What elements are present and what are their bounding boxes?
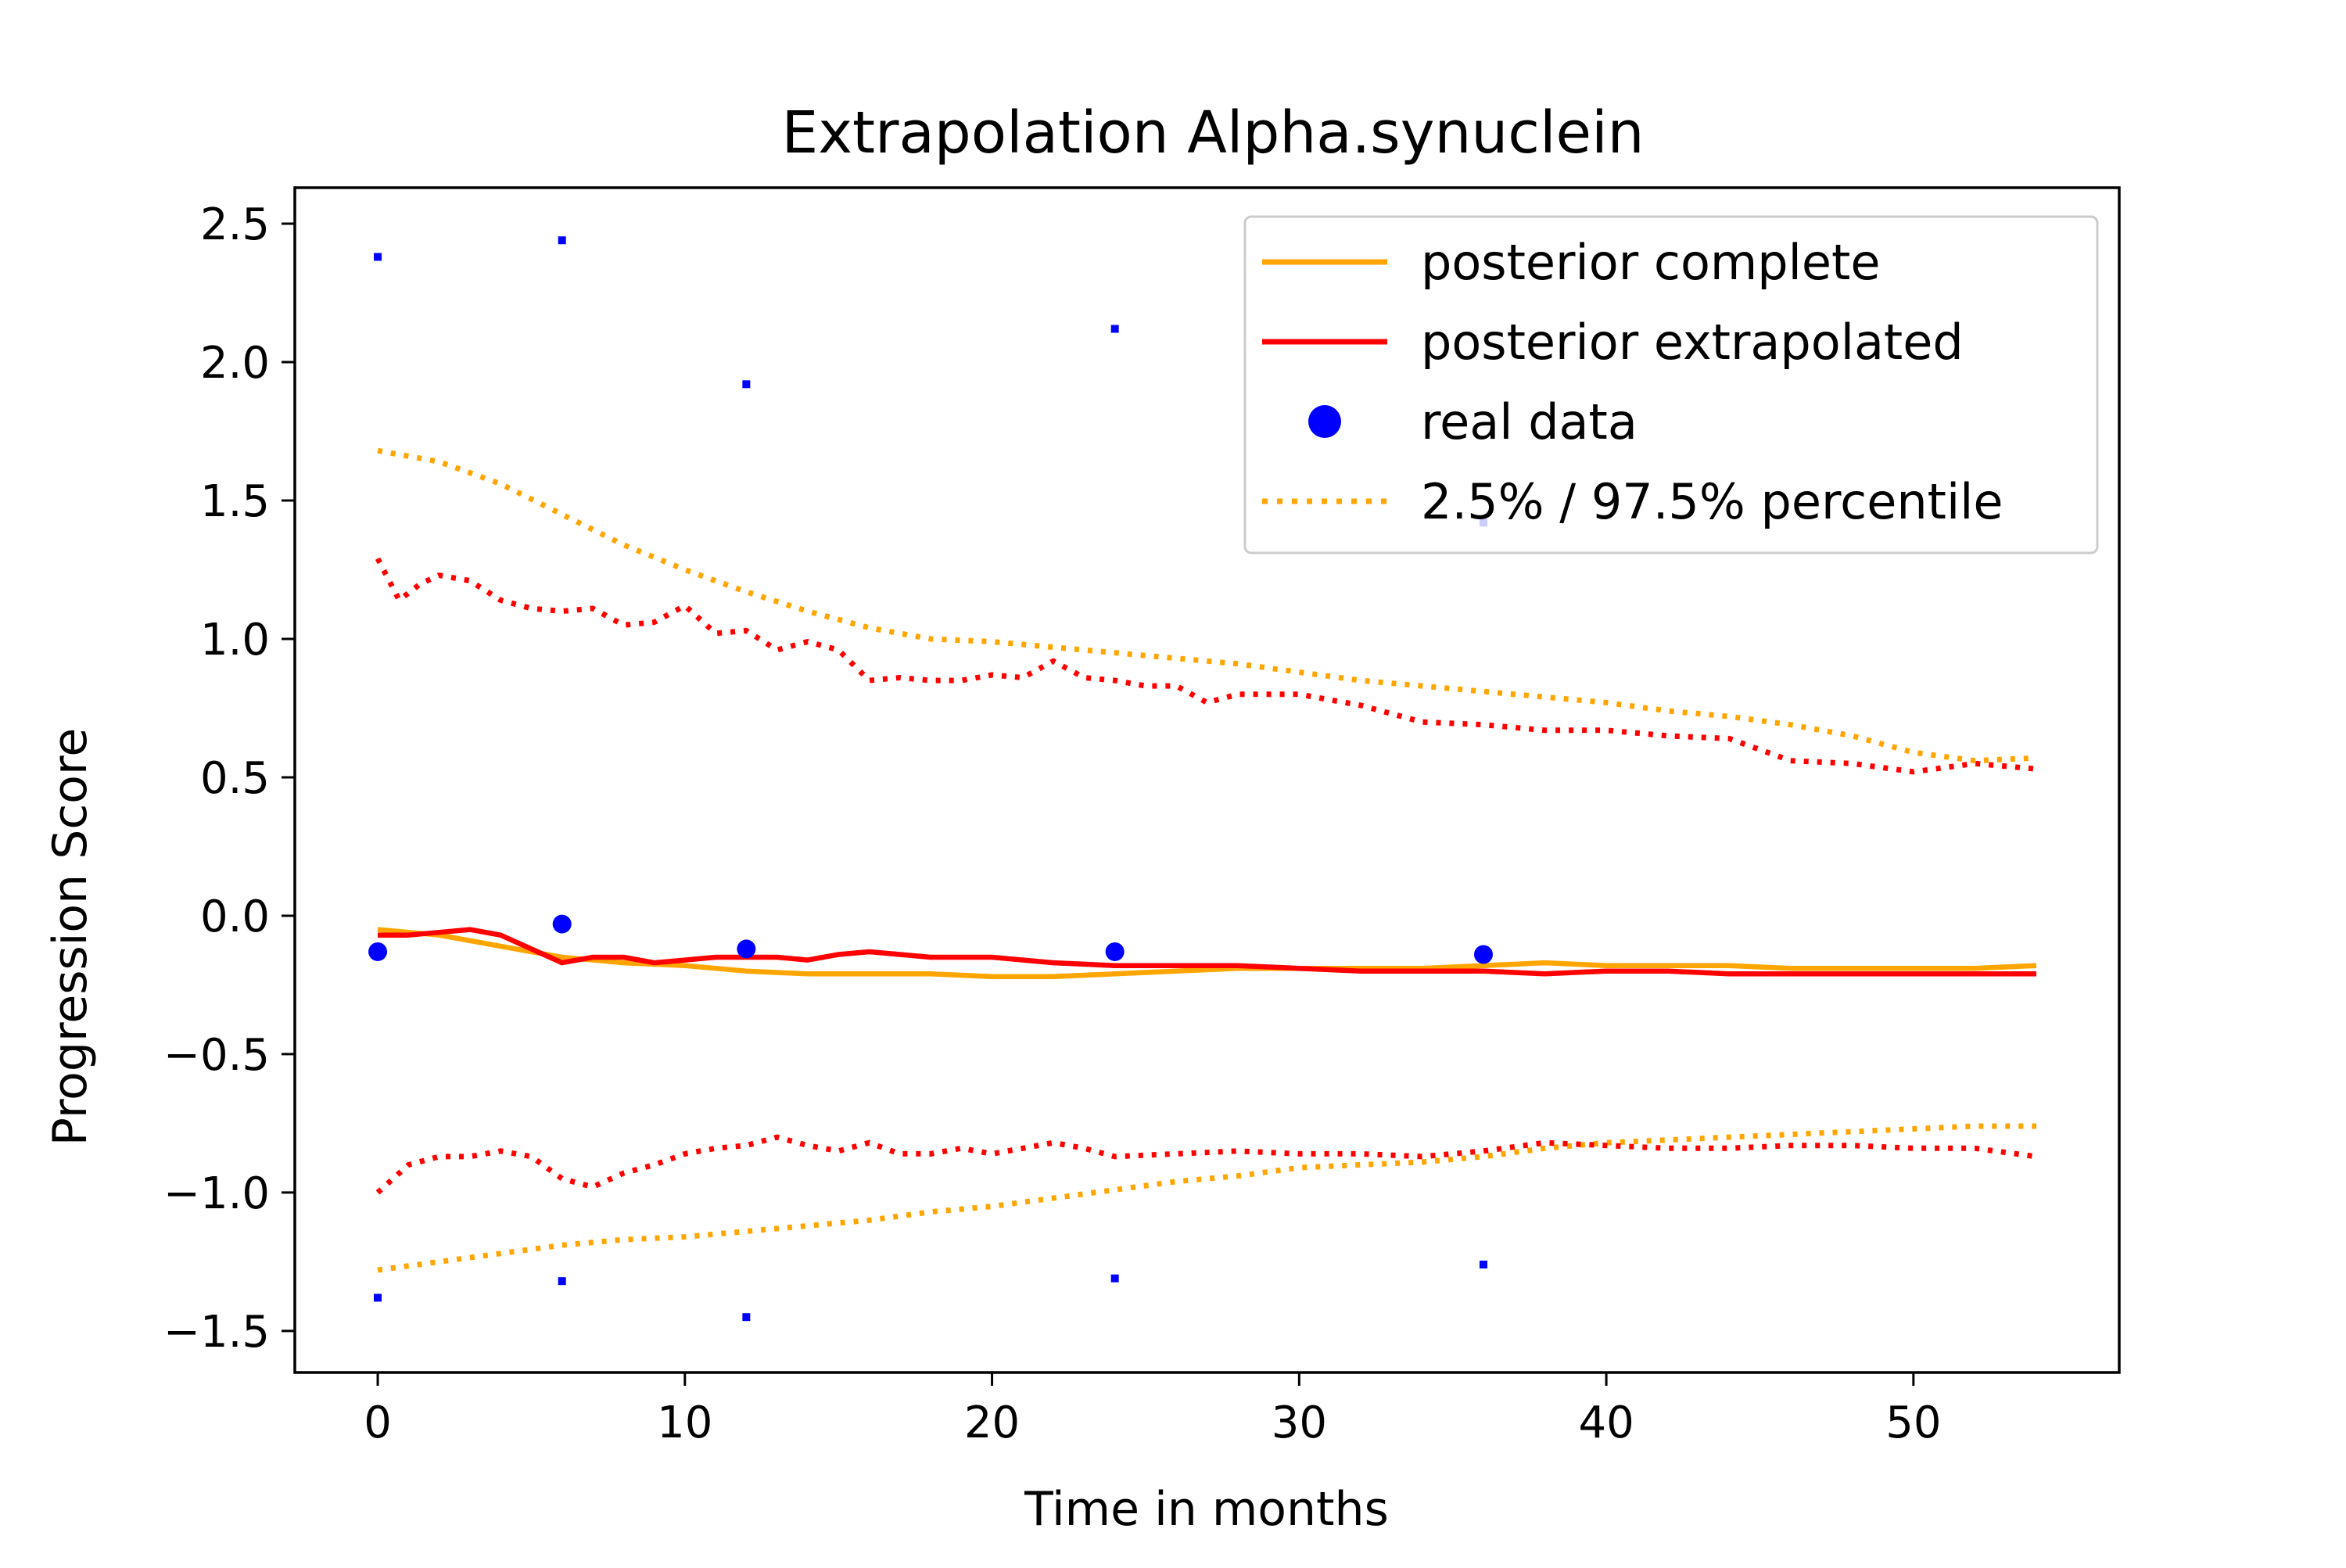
series-line-upper-percentile-complete bbox=[377, 447, 2037, 764]
y-axis-label: Progression Score bbox=[43, 728, 98, 1146]
x-tick-label: 50 bbox=[1885, 1398, 1941, 1448]
data-point-real-data-lower bbox=[1479, 1260, 1487, 1268]
legend-label-posterior-extrapolated: posterior extrapolated bbox=[1421, 314, 1964, 371]
data-point-real-data bbox=[368, 942, 388, 961]
x-tick-label: 20 bbox=[964, 1398, 1020, 1448]
y-tick-label: 1.0 bbox=[200, 615, 270, 666]
series-line-upper-percentile-extrapolated bbox=[375, 557, 2037, 775]
x-tick-label: 40 bbox=[1578, 1398, 1634, 1448]
y-tick-label: −1.0 bbox=[163, 1168, 270, 1219]
data-point-real-data bbox=[552, 914, 572, 934]
legend: posterior complete posterior extrapolated… bbox=[1243, 215, 2099, 554]
series-line-posterior-extrapolated bbox=[378, 927, 2036, 977]
y-tick-label: 2.5 bbox=[200, 199, 270, 250]
y-tick-label: 2.0 bbox=[200, 338, 270, 389]
legend-box bbox=[1243, 215, 2099, 554]
chart-title: Extrapolation Alpha.synuclein bbox=[781, 99, 1644, 167]
data-point-real-data-upper bbox=[1110, 325, 1119, 333]
legend-marker-real-data bbox=[1308, 405, 1341, 438]
legend-label-2-5-97-5-percentile: 2.5% / 97.5% percentile bbox=[1421, 473, 2003, 530]
legend-label-real-data: real data bbox=[1421, 393, 1638, 450]
data-point-real-data-lower bbox=[1110, 1274, 1119, 1283]
y-tick-label: −0.5 bbox=[163, 1030, 270, 1081]
y-tick-label: 0.5 bbox=[200, 753, 270, 804]
x-tick-label: 0 bbox=[364, 1398, 392, 1448]
y-tick-label: −1.5 bbox=[163, 1307, 270, 1358]
data-point-real-data-lower bbox=[558, 1277, 566, 1286]
data-point-real-data bbox=[1105, 942, 1125, 961]
y-tick-label: 1.5 bbox=[200, 476, 270, 527]
data-point-real-data bbox=[737, 939, 756, 959]
data-point-real-data-lower bbox=[374, 1294, 382, 1302]
data-point-real-data-upper bbox=[558, 236, 566, 245]
data-point-real-data-upper bbox=[374, 253, 382, 261]
y-tick-label: 0.0 bbox=[200, 892, 270, 942]
plot-area: 0 10 20 30 40 50 2.5 2.0 1.5 1.0 0.5 0.0 −0.5 −1.0 −1.… bbox=[163, 186, 2121, 1448]
data-point-real-data-lower bbox=[742, 1313, 751, 1322]
plot-frame bbox=[293, 186, 2121, 1374]
data-point-real-data bbox=[1473, 945, 1493, 964]
legend-label-posterior-complete: posterior complete bbox=[1421, 234, 1881, 291]
x-tick-label: 30 bbox=[1272, 1398, 1327, 1448]
x-axis-label: Time in months bbox=[1024, 1482, 1389, 1537]
x-tick-label: 10 bbox=[657, 1398, 712, 1448]
data-point-real-data-upper bbox=[742, 380, 751, 389]
